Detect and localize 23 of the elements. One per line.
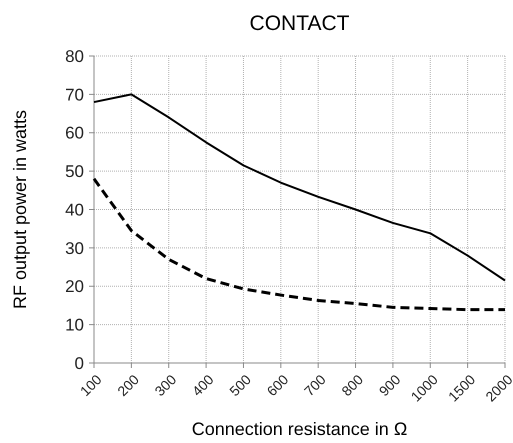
x-tick-label: 900 <box>376 371 404 400</box>
y-tick-label: 80 <box>65 46 84 66</box>
x-tick-label: 700 <box>300 371 329 400</box>
x-axis-title: Connection resistance in Ω <box>192 419 408 439</box>
x-tick-label: 300 <box>151 371 180 400</box>
y-tick-label: 30 <box>65 238 84 258</box>
x-tick-label: 600 <box>264 371 292 400</box>
y-tick-label: 70 <box>65 85 84 104</box>
y-tick-label: 40 <box>65 200 84 220</box>
x-tick-label: 800 <box>338 371 366 400</box>
y-tick-label: 0 <box>74 354 84 373</box>
line-series <box>92 177 506 312</box>
x-tick-label: 200 <box>114 371 142 400</box>
y-tick-label: 60 <box>65 124 84 143</box>
x-tick-label: 100 <box>76 371 105 400</box>
y-tick-label: 20 <box>65 277 84 296</box>
x-tick-label: 400 <box>188 371 217 400</box>
x-tick-label: 500 <box>226 371 254 400</box>
chart-title: CONTACT <box>250 12 350 35</box>
y-tick-label: 50 <box>65 162 84 182</box>
line-series <box>93 93 506 282</box>
y-axis-title: RF output power in watts <box>10 110 30 310</box>
y-tick-label: 10 <box>65 316 84 335</box>
